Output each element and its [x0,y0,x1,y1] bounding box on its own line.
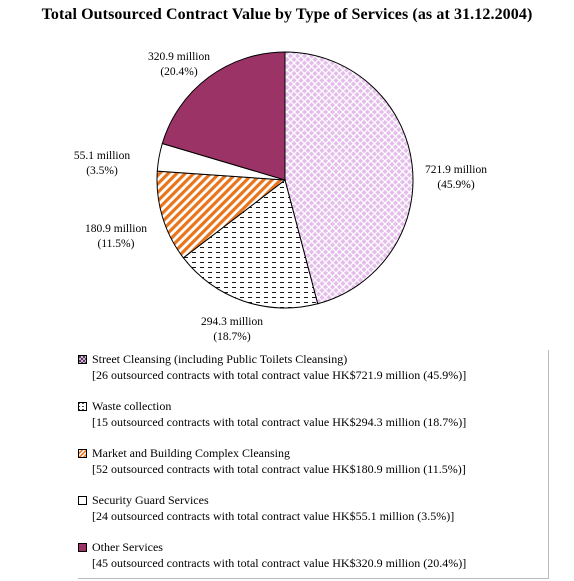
slice-value-label: 180.9 million [85,223,147,235]
slice-value-label: 55.1 million [74,150,130,162]
pie-chart: 721.9 million (45.9%) 294.3 million (18.7%)… [74,51,487,343]
slice-percent-label: (20.4%) [160,66,198,78]
legend-label: Market and Building Complex Cleansing [92,446,290,460]
legend-swatch [78,496,87,505]
legend-detail: [26 outsourced contracts with total cont… [92,368,467,382]
legend-swatch [78,449,87,458]
slice-percent-label: (3.5%) [86,165,118,177]
legend-label: Street Cleansing (including Public Toile… [92,352,348,366]
slice-value-label: 320.9 million [148,51,210,63]
legend: Street Cleansing (including Public Toile… [78,350,549,579]
pie-labels: 721.9 million (45.9%) 294.3 million (18.7%)… [74,51,487,343]
legend-swatch [78,543,87,552]
legend-label: Security Guard Services [92,493,209,507]
slice-percent-label: (45.9%) [437,179,475,191]
pie-slice [284,51,414,305]
pie-slice [156,170,287,259]
legend-swatch [78,402,87,411]
slice-value-label: 721.9 million [425,164,487,176]
slice-value-label: 294.3 million [201,316,263,328]
legend-label: Other Services [92,540,163,554]
legend-detail: [15 outsourced contracts with total cont… [92,415,467,429]
legend-detail: [24 outsourced contracts with total cont… [92,509,455,523]
chart-title: Total Outsourced Contract Value by Type … [41,6,533,23]
pie-slices [156,51,414,309]
pie-slice [182,179,319,309]
legend-swatch [78,355,87,364]
slice-percent-label: (11.5%) [98,238,135,250]
pie-slice [161,51,286,181]
legend-detail: [45 outsourced contracts with total cont… [92,556,467,570]
legend-detail: [52 outsourced contracts with total cont… [92,462,466,476]
legend-label: Waste collection [92,399,172,413]
slice-percent-label: (18.7%) [213,331,251,343]
